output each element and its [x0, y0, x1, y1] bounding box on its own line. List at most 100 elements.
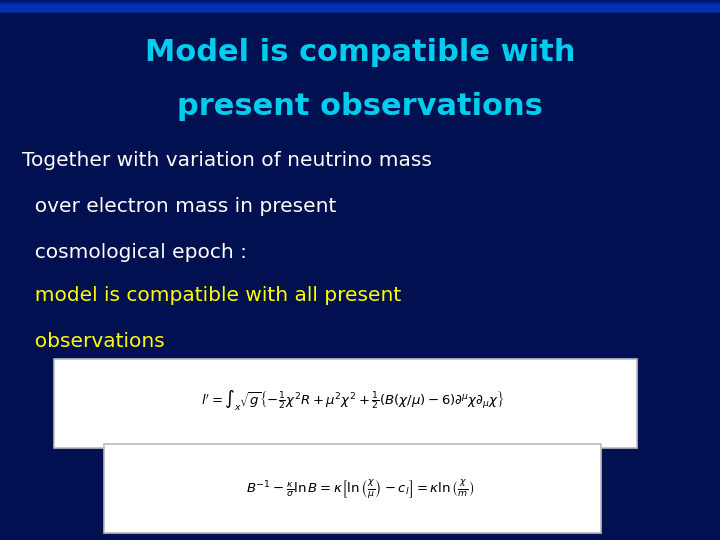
Bar: [0, 3, 720, 8]
Bar: [0, 2, 720, 8]
Bar: [0, 5, 720, 10]
Bar: [0, 2, 720, 8]
Text: $l' = \int_x \sqrt{g}\left\{-\frac{1}{2}\chi^2 R + \mu^2\chi^2 + \frac{1}{2}(B(\: $l' = \int_x \sqrt{g}\left\{-\frac{1}{2}…: [201, 388, 505, 413]
Bar: [0, 4, 720, 10]
Bar: [0, 2, 720, 8]
Bar: [0, 4, 720, 9]
Bar: [0, 4, 720, 9]
Bar: [0, 3, 720, 8]
Bar: [0, 4, 720, 10]
Bar: [0, 1, 720, 6]
Bar: [0, 2, 720, 8]
Bar: [0, 2, 720, 7]
Bar: [0, 5, 720, 10]
Bar: [0, 1, 720, 6]
Bar: [0, 3, 720, 8]
Bar: [0, 1, 720, 6]
Bar: [0, 5, 720, 11]
Bar: [0, 1, 720, 6]
Text: observations: observations: [22, 332, 164, 351]
Bar: [0, 2, 720, 8]
Bar: [0, 1, 720, 6]
Bar: [0, 2, 720, 8]
Bar: [0, 0, 720, 5]
Bar: [0, 2, 720, 7]
Bar: [0, 4, 720, 9]
Bar: [0, 1, 720, 6]
Bar: [0, 0, 720, 5]
Bar: [0, 5, 720, 10]
Bar: [0, 3, 720, 9]
Bar: [0, 1, 720, 6]
Text: cosmological epoch :: cosmological epoch :: [22, 243, 246, 262]
Bar: [0, 3, 720, 9]
Text: model is compatible with all present: model is compatible with all present: [22, 286, 401, 305]
Text: over electron mass in present: over electron mass in present: [22, 197, 336, 216]
Bar: [0, 1, 720, 6]
Bar: [0, 4, 720, 10]
Bar: [0, 4, 720, 9]
Bar: [0, 1, 720, 6]
Bar: [0, 2, 720, 8]
Bar: [0, 5, 720, 10]
Bar: [0, 1, 720, 6]
Bar: [0, 2, 720, 7]
Bar: [0, 4, 720, 10]
Bar: [0, 0, 720, 5]
Bar: [0, 2, 720, 7]
Bar: [0, 2, 720, 8]
Bar: [0, 3, 720, 8]
Bar: [0, 1, 720, 6]
Text: Together with variation of neutrino mass: Together with variation of neutrino mass: [22, 151, 431, 170]
Bar: [0, 2, 720, 7]
Bar: [0, 3, 720, 8]
Bar: [0, 2, 720, 7]
Bar: [0, 1, 720, 6]
Bar: [0, 2, 720, 6]
Bar: [0, 0, 720, 5]
Bar: [0, 4, 720, 9]
Bar: [0, 4, 720, 10]
Bar: [0, 3, 720, 9]
Bar: [0, 0, 720, 5]
Bar: [0, 3, 720, 9]
Bar: [0, 4, 720, 9]
Bar: [0, 0, 720, 5]
Bar: [0, 5, 720, 11]
Bar: [0, 4, 720, 9]
Bar: [0, 4, 720, 10]
Bar: [0, 3, 720, 9]
Bar: [0, 1, 720, 6]
Bar: [0, 4, 720, 9]
Bar: [0, 5, 720, 11]
Bar: [0, 2, 720, 7]
Bar: [0, 3, 720, 9]
Bar: [0, 3, 720, 9]
Bar: [0, 5, 720, 10]
Text: Model is compatible with: Model is compatible with: [145, 38, 575, 67]
Bar: [0, 3, 720, 8]
Bar: [0, 5, 720, 10]
Bar: [0, 3, 720, 8]
Bar: [0, 5, 720, 10]
Bar: [0, 3, 720, 8]
Bar: [0, 4, 720, 10]
Bar: [0, 5, 720, 10]
Bar: [0, 1, 720, 6]
Bar: [0, 2, 720, 7]
Bar: [0, 5, 720, 10]
Bar: [0, 1, 720, 6]
Bar: [0, 2, 720, 7]
Bar: [0, 3, 720, 9]
Bar: [0, 5, 720, 10]
Bar: [0, 4, 720, 10]
Bar: [0, 2, 720, 8]
Bar: [0, 3, 720, 8]
Bar: [0, 1, 720, 6]
Bar: [0, 3, 720, 8]
Text: present observations: present observations: [177, 92, 543, 121]
Bar: [0, 2, 720, 7]
Bar: [0, 4, 720, 9]
Bar: [0, 4, 720, 10]
FancyBboxPatch shape: [104, 444, 601, 533]
